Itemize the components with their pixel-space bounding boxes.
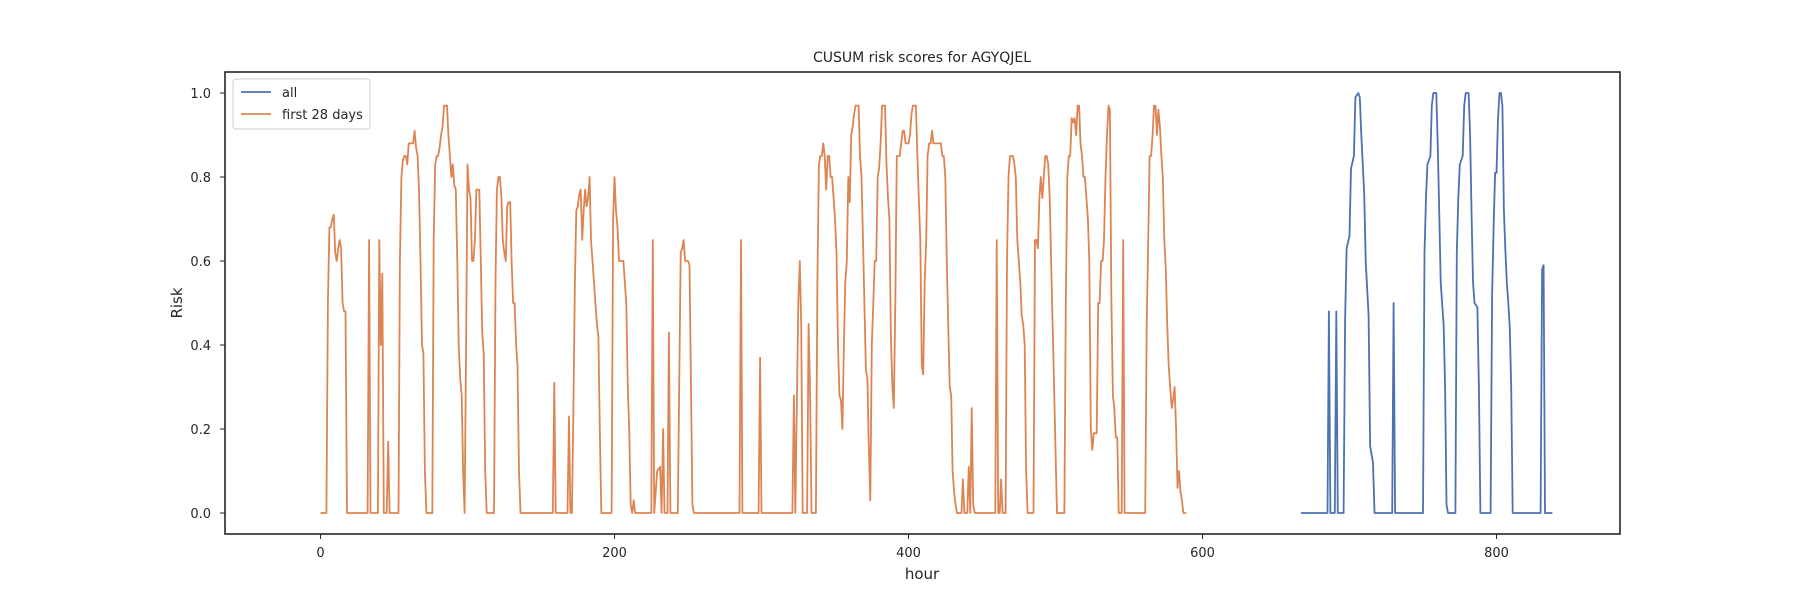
x-axis-label: hour xyxy=(905,565,940,583)
y-tick-label: 0.6 xyxy=(190,255,211,270)
plot-frame xyxy=(224,71,1621,535)
y-tick-label: 0.0 xyxy=(190,507,211,522)
x-axis: 0 200 400 600 800 xyxy=(316,534,1509,561)
chart-title: CUSUM risk scores for AGYQJEL xyxy=(813,50,1031,66)
series-line-first-28-days xyxy=(320,104,1187,514)
legend-label-first-28-days: first 28 days xyxy=(282,108,363,123)
y-tick-label: 0.4 xyxy=(190,339,211,354)
y-tick-label: 0.2 xyxy=(190,423,211,438)
series-layer xyxy=(320,92,1553,514)
x-tick-label: 800 xyxy=(1484,546,1509,561)
series-line-all xyxy=(1301,92,1553,514)
y-tick-label: 1.0 xyxy=(190,87,211,102)
x-tick-label: 200 xyxy=(602,546,627,561)
y-axis: 0.0 0.2 0.4 0.6 0.8 1.0 xyxy=(190,87,225,522)
x-tick-label: 0 xyxy=(316,546,324,561)
x-tick-label: 400 xyxy=(896,546,921,561)
legend-label-all: all xyxy=(282,86,297,101)
y-tick-label: 0.8 xyxy=(190,171,211,186)
y-axis-label: Risk xyxy=(168,287,186,318)
x-tick-label: 600 xyxy=(1190,546,1215,561)
legend: all first 28 days xyxy=(232,78,371,130)
